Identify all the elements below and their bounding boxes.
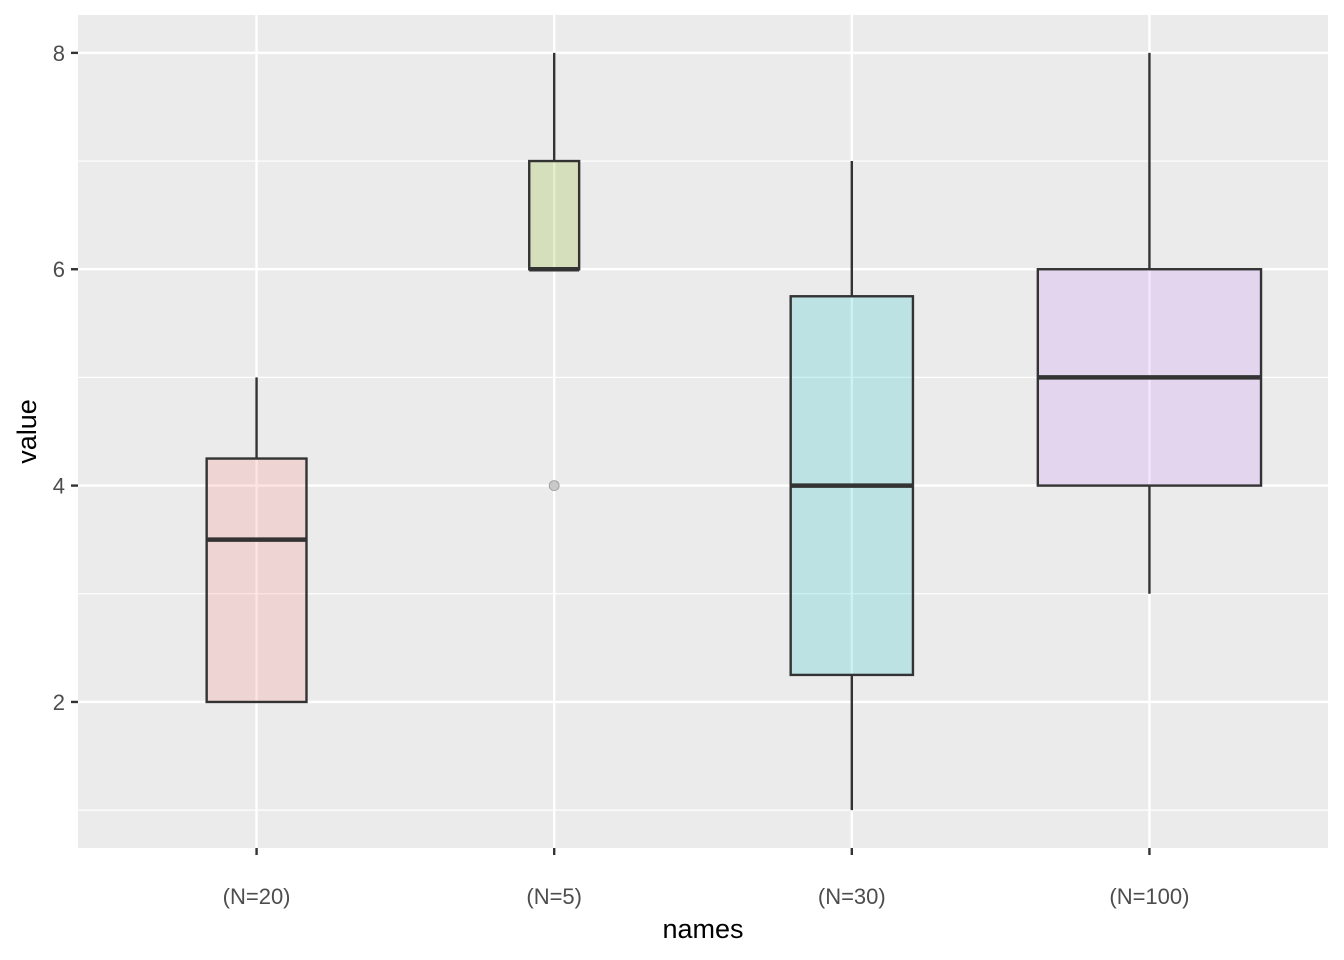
x-tick-label: (N=5) bbox=[526, 884, 582, 909]
boxes-layer bbox=[205, 52, 1263, 811]
outlier-point bbox=[548, 480, 560, 491]
box-2 bbox=[789, 161, 915, 811]
plot-panel bbox=[78, 15, 1328, 848]
box-0 bbox=[205, 377, 308, 704]
x-axis-title: names bbox=[662, 914, 743, 944]
y-tick-label: 2 bbox=[53, 690, 65, 715]
x-tick-label: (N=20) bbox=[223, 884, 291, 909]
x-tick-label: (N=30) bbox=[818, 884, 886, 909]
y-tick-label: 8 bbox=[53, 41, 65, 66]
box-3 bbox=[1036, 52, 1263, 594]
y-tick-label: 6 bbox=[53, 257, 65, 282]
y-tick-label: 4 bbox=[53, 474, 65, 499]
y-axis: 2 4 6 8 bbox=[53, 41, 78, 715]
y-axis-title: value bbox=[12, 399, 42, 464]
box-iqr bbox=[205, 457, 308, 704]
x-tick-label: (N=100) bbox=[1109, 884, 1189, 909]
box-1 bbox=[528, 52, 581, 491]
box-iqr bbox=[528, 159, 581, 271]
x-axis: (N=20) (N=5) (N=30) (N=100) bbox=[223, 848, 1189, 909]
